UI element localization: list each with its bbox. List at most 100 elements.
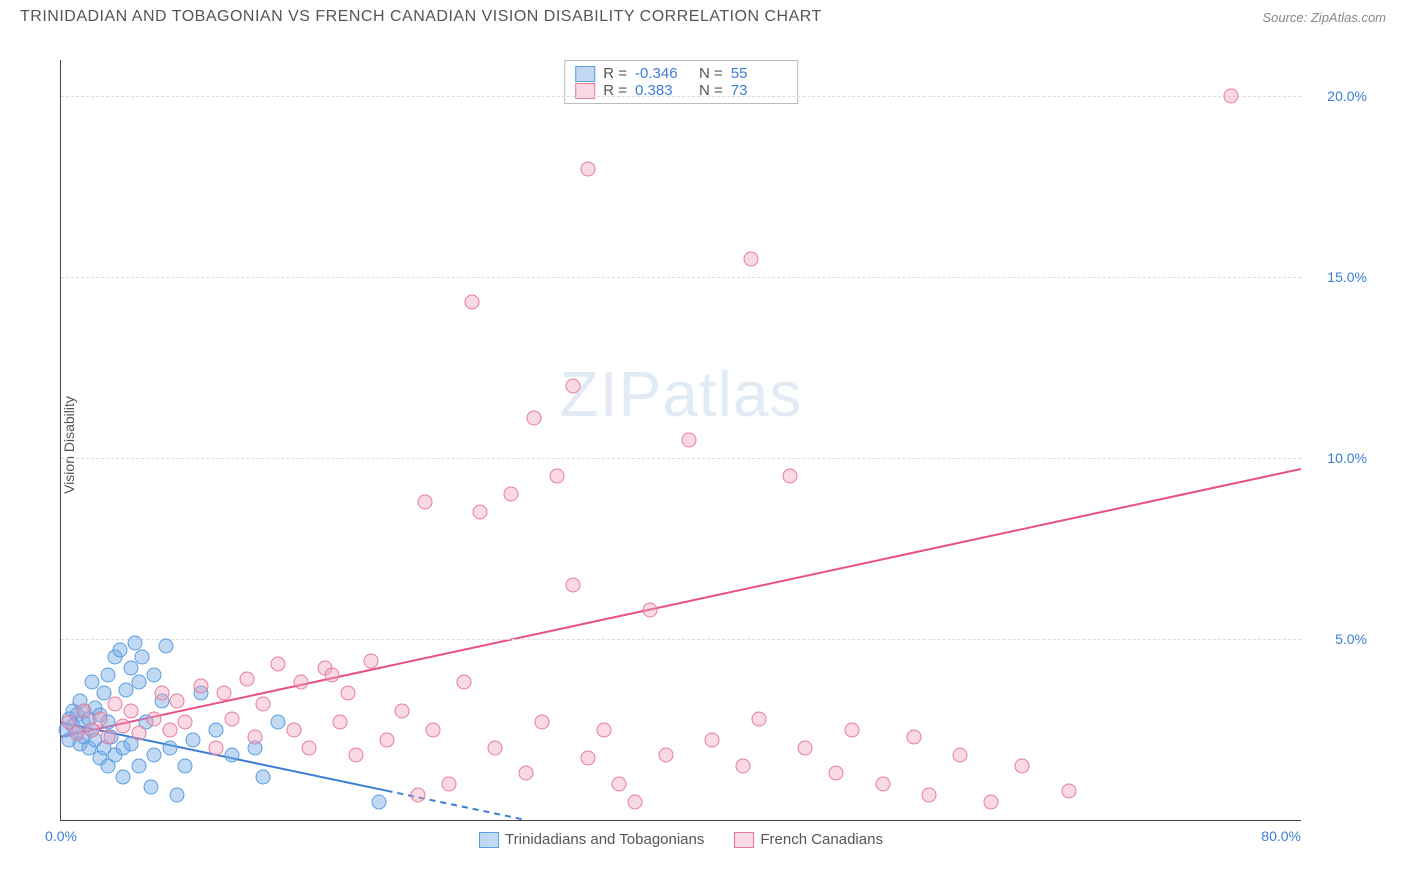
stats-box: R = -0.346 N = 55 R = 0.383 N = 73: [564, 60, 798, 104]
legend-swatch-pink-icon: [734, 832, 754, 848]
y-tick-label: 20.0%: [1327, 88, 1367, 104]
data-point: [627, 794, 642, 809]
data-point: [743, 252, 758, 267]
legend: Trinidadians and Tobagonians French Cana…: [479, 831, 883, 848]
data-point: [224, 747, 239, 762]
data-point: [340, 686, 355, 701]
data-point: [681, 433, 696, 448]
x-tick-label: 0.0%: [45, 828, 77, 844]
data-point: [1015, 758, 1030, 773]
y-tick-label: 10.0%: [1327, 450, 1367, 466]
y-tick-label: 5.0%: [1335, 631, 1367, 647]
data-point: [581, 751, 596, 766]
data-point: [147, 711, 162, 726]
data-point: [193, 679, 208, 694]
gridline: [61, 639, 1301, 640]
data-point: [286, 722, 301, 737]
data-point: [255, 769, 270, 784]
data-point: [705, 733, 720, 748]
data-point: [271, 715, 286, 730]
n-label-1: N =: [699, 65, 723, 82]
data-point: [1224, 89, 1239, 104]
data-point: [69, 726, 84, 741]
data-point: [209, 740, 224, 755]
data-point: [134, 650, 149, 665]
gridline: [61, 277, 1301, 278]
data-point: [658, 747, 673, 762]
data-point: [116, 769, 131, 784]
data-point: [147, 668, 162, 683]
legend-label-1: Trinidadians and Tobagonians: [505, 831, 704, 848]
data-point: [162, 722, 177, 737]
data-point: [565, 378, 580, 393]
data-point: [565, 577, 580, 592]
data-point: [159, 639, 174, 654]
legend-swatch-blue-icon: [479, 832, 499, 848]
gridline: [61, 96, 1301, 97]
data-point: [131, 726, 146, 741]
data-point: [128, 635, 143, 650]
data-point: [488, 740, 503, 755]
data-point: [1061, 784, 1076, 799]
data-point: [418, 494, 433, 509]
data-point: [294, 675, 309, 690]
data-point: [209, 722, 224, 737]
n-value-1: 55: [731, 65, 787, 82]
swatch-blue-icon: [575, 66, 595, 82]
data-point: [147, 747, 162, 762]
data-point: [108, 697, 123, 712]
data-point: [162, 740, 177, 755]
data-point: [922, 787, 937, 802]
data-point: [185, 733, 200, 748]
data-point: [581, 161, 596, 176]
chart-title: TRINIDADIAN AND TOBAGONIAN VS FRENCH CAN…: [20, 8, 822, 26]
data-point: [178, 715, 193, 730]
legend-item-1: Trinidadians and Tobagonians: [479, 831, 704, 848]
data-point: [550, 469, 565, 484]
data-point: [612, 776, 627, 791]
data-point: [333, 715, 348, 730]
legend-label-2: French Canadians: [760, 831, 883, 848]
data-point: [643, 603, 658, 618]
data-point: [371, 794, 386, 809]
data-point: [302, 740, 317, 755]
data-point: [131, 675, 146, 690]
data-point: [395, 704, 410, 719]
data-point: [255, 697, 270, 712]
data-point: [271, 657, 286, 672]
data-point: [526, 411, 541, 426]
data-point: [123, 704, 138, 719]
data-point: [247, 729, 262, 744]
watermark: ZIPatlas: [560, 357, 803, 431]
r-value-1: -0.346: [635, 65, 691, 82]
data-point: [457, 675, 472, 690]
data-point: [325, 668, 340, 683]
data-point: [379, 733, 394, 748]
data-point: [844, 722, 859, 737]
data-point: [472, 505, 487, 520]
chart-container: Vision Disability ZIPatlas R = -0.346 N …: [20, 40, 1386, 850]
data-point: [519, 765, 534, 780]
data-point: [170, 787, 185, 802]
data-point: [410, 787, 425, 802]
data-point: [178, 758, 193, 773]
data-point: [441, 776, 456, 791]
r-label-1: R =: [603, 65, 627, 82]
data-point: [798, 740, 813, 755]
data-point: [984, 794, 999, 809]
data-point: [170, 693, 185, 708]
gridline: [61, 458, 1301, 459]
data-point: [782, 469, 797, 484]
data-point: [131, 758, 146, 773]
data-point: [875, 776, 890, 791]
data-point: [100, 668, 115, 683]
data-point: [154, 686, 169, 701]
plot-area: ZIPatlas R = -0.346 N = 55 R = 0.383 N =…: [60, 60, 1301, 821]
data-point: [143, 780, 158, 795]
data-point: [464, 295, 479, 310]
data-point: [953, 747, 968, 762]
data-point: [736, 758, 751, 773]
data-point: [503, 487, 518, 502]
data-point: [906, 729, 921, 744]
data-point: [426, 722, 441, 737]
